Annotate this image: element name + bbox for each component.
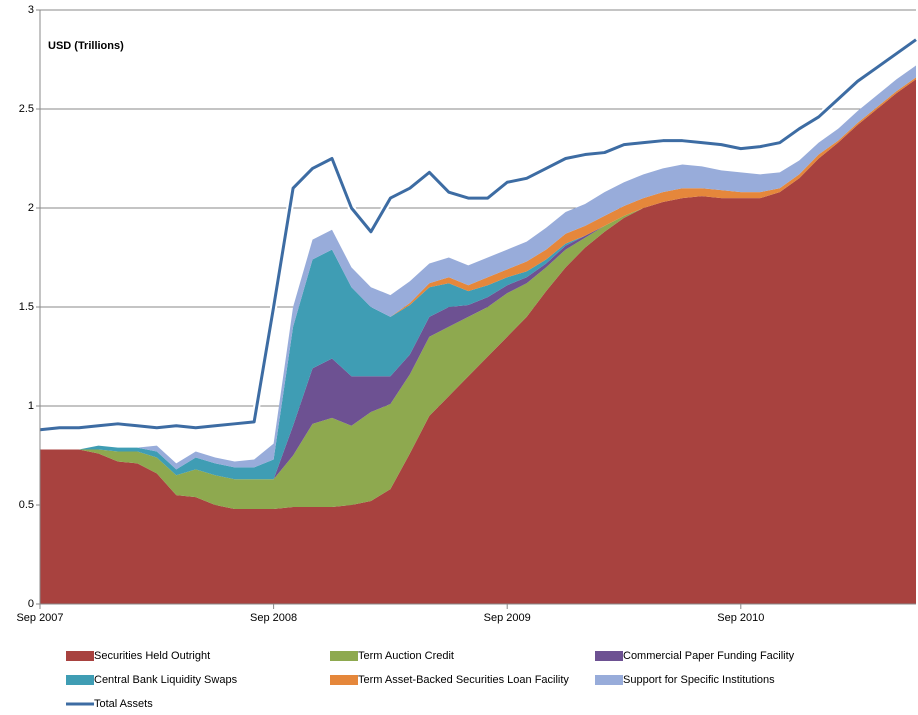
area: [40, 65, 916, 470]
axis-label: USD (Trillions): [48, 40, 124, 52]
y-tick-label: 0: [28, 598, 34, 610]
legend-swatch: [66, 651, 94, 661]
y-tick-label: 1.5: [19, 301, 34, 313]
legend-swatch: [330, 651, 358, 661]
x-tick-label: Sep 2008: [250, 612, 297, 624]
legend-label: Securities Held Outright: [94, 650, 210, 662]
legend-swatch: [66, 675, 94, 685]
legend-label: Support for Specific Institutions: [623, 674, 775, 686]
legend-swatch: [595, 675, 623, 685]
legend-label: Term Asset-Backed Securities Loan Facili…: [358, 674, 569, 686]
legend-swatch: [595, 651, 623, 661]
legend-label: Total Assets: [94, 698, 153, 710]
y-tick-label: 2: [28, 202, 34, 214]
y-tick-label: 1: [28, 400, 34, 412]
legend-swatch: [330, 675, 358, 685]
axes: 0 0.5 1 1.5 2 2.5 3 Sep 2007 Sep 2008 Sep 2009 Sep…: [16, 4, 916, 624]
areas: [39, 36, 918, 605]
legend-label: Commercial Paper Funding Facility: [623, 650, 795, 662]
x-tick-label: Sep 2010: [717, 612, 764, 624]
x-tick-label: Sep 2007: [16, 612, 63, 624]
y-tick-label: 2.5: [19, 103, 34, 115]
y-tick-label: 0.5: [19, 499, 34, 511]
area: [40, 79, 916, 605]
legend-label: Term Auction Credit: [358, 650, 454, 662]
line: [39, 38, 917, 432]
y-tick-label: 3: [28, 4, 34, 16]
x-tick-label: Sep 2009: [484, 612, 531, 624]
legend-label: Central Bank Liquidity Swaps: [94, 674, 238, 686]
